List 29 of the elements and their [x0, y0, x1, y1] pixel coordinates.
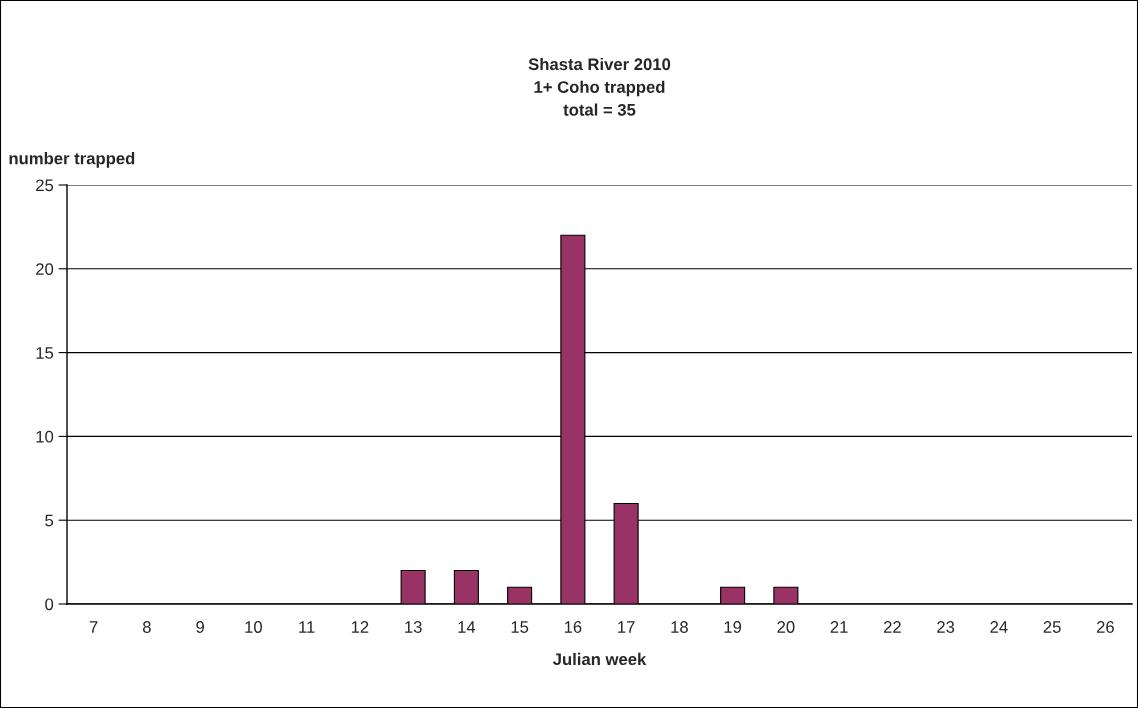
x-tick-label: 23 [937, 621, 955, 633]
x-tick-label: 24 [990, 621, 1008, 633]
x-tick-label: 26 [1096, 621, 1114, 633]
x-tick-label: 12 [351, 621, 369, 633]
y-axis-title: number trapped [9, 152, 135, 168]
x-tick-label: 16 [564, 621, 582, 633]
y-tick-label: 25 [36, 179, 54, 192]
x-tick-label: 22 [883, 621, 901, 633]
x-tick-label: 11 [299, 621, 315, 633]
x-tick-label: 20 [777, 621, 795, 633]
y-tick-label: 5 [45, 514, 54, 527]
x-tick-label: 10 [245, 621, 262, 633]
x-tick-label: 18 [671, 621, 688, 633]
x-tick-label: 8 [142, 621, 151, 633]
x-tick-label: 13 [405, 621, 422, 633]
x-axis-title: Julian week [552, 652, 647, 666]
x-tick-label: 9 [196, 621, 204, 633]
y-tick-label: 10 [36, 430, 54, 443]
x-tick-label: 17 [618, 621, 635, 633]
y-tick-label: 15 [36, 347, 54, 359]
x-tick-label: 14 [458, 621, 476, 633]
x-tick-label: 25 [1043, 621, 1061, 633]
x-tick-label: 15 [511, 621, 529, 633]
y-tick-label: 0 [45, 598, 54, 611]
x-tick-label: 19 [724, 621, 742, 633]
y-tick-label: 20 [36, 263, 54, 275]
chart-title: Shasta River 2010 1+ Coho trapped total = 35 [528, 57, 671, 116]
x-tick-label: 7 [89, 621, 98, 633]
x-tick-label: 21 [830, 621, 848, 633]
